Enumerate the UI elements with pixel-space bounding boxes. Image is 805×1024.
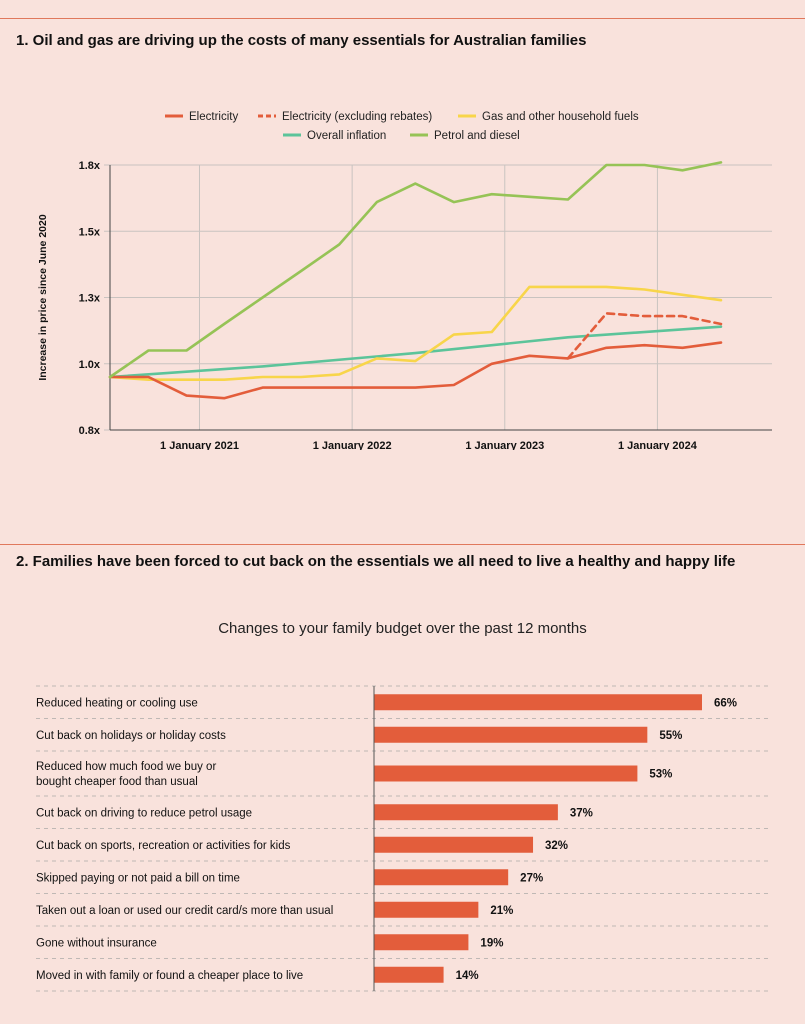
series-line-electricity-excluding-rebates [566,312,723,360]
legend-label: Petrol and diesel [434,130,520,142]
y-tick-label: 1.0x [79,359,101,371]
series-line-electricity [108,341,723,400]
bar [374,804,558,821]
section1-title: 1. Oil and gas are driving up the costs … [16,32,587,49]
bar [374,901,479,918]
series-line-overall-inflation [108,325,723,379]
bar-value-label: 53% [649,769,672,781]
bar-category-label: Gone without insurance [36,937,157,949]
x-tick-label: 1 January 2023 [465,440,544,450]
line-chart: Electricity Electricity (excluding rebate… [37,111,772,450]
bar-category-label: Cut back on driving to reduce petrol usa… [36,807,252,819]
y-tick-label: 0.8x [79,425,101,437]
bar-chart: Reduced heating or cooling use 66% Cut bac… [36,685,770,992]
bar [374,966,444,983]
bar-category-label: Taken out a loan or used our credit card… [36,905,333,917]
series-line-gas-and-other-household-fuels [108,285,723,382]
x-tick-label: 1 January 2024 [618,440,698,450]
bar-category-label: Cut back on holidays or holiday costs [36,730,226,742]
series-line-petrol-and-diesel [108,161,723,379]
bar-category-label: Cut back on sports, recreation or activi… [36,840,291,852]
bar-value-label: 21% [490,905,513,917]
x-tick-label: 1 January 2021 [160,440,239,450]
bar [374,934,469,951]
y-tick-label: 1.8x [79,160,101,172]
legend-label: Electricity (excluding rebates) [282,111,432,123]
bar-category-label: Reduced how much food we buy or bought ch… [36,761,216,788]
bar-value-label: 66% [714,697,737,709]
bar-category-label: Skipped paying or not paid a bill on tim… [36,872,240,884]
bar [374,765,638,782]
bar-category-label: Moved in with family or found a cheaper … [36,970,303,982]
legend-label: Electricity [189,111,238,123]
bar-value-label: 19% [480,937,503,949]
y-axis-label: Increase in price since June 2020 [37,214,49,381]
legend-label: Overall inflation [307,130,386,142]
bar-value-label: 55% [659,730,682,742]
bar [374,869,509,886]
top-rule [0,18,805,19]
bar-value-label: 27% [520,872,543,884]
y-tick-label: 1.5x [79,226,101,238]
bar [374,694,702,711]
bar-category-label: Reduced heating or cooling use [36,697,198,709]
bar-value-label: 32% [545,840,568,852]
bar-value-label: 14% [456,970,479,982]
middle-rule [0,544,805,545]
bar-chart-title: Changes to your family budget over the p… [218,620,587,637]
section2-title: 2. Families have been forced to cut back… [16,553,736,570]
bar [374,836,534,853]
x-tick-label: 1 January 2022 [313,440,392,450]
y-tick-label: 1.3x [79,293,101,305]
bar [374,726,648,743]
legend-label: Gas and other household fuels [482,111,639,123]
bar-value-label: 37% [570,807,593,819]
